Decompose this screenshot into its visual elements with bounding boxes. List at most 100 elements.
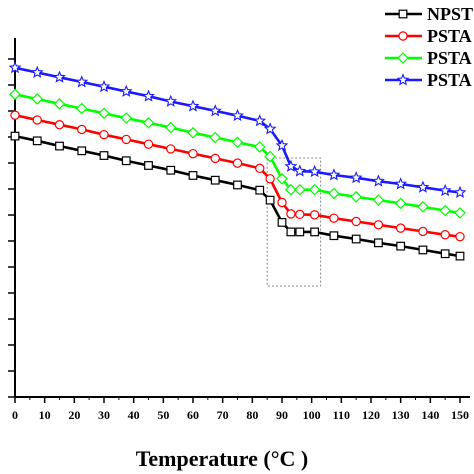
x-tick-label: 70 [217, 408, 229, 422]
data-point [309, 210, 320, 220]
data-point [328, 187, 340, 200]
data-point [396, 241, 406, 251]
x-tick-label: 80 [246, 408, 258, 422]
data-point [394, 177, 408, 190]
data-point [372, 194, 385, 206]
series-2 [9, 88, 466, 219]
data-point [351, 216, 361, 227]
data-point [293, 164, 307, 177]
x-tick-label: 110 [333, 408, 350, 422]
data-point [233, 180, 242, 190]
data-point [32, 136, 42, 146]
data-point [255, 185, 265, 195]
data-point [143, 139, 154, 149]
data-point [265, 174, 275, 184]
x-tick-labels: 0 10 20 30 40 50 60 70 80 90 100 110 120 130 140 150 [12, 408, 469, 422]
data-point [295, 209, 305, 220]
data-point [295, 227, 305, 237]
data-point [349, 171, 363, 184]
legend-entry: PSTA [385, 48, 472, 68]
data-point [10, 110, 20, 120]
data-point [277, 218, 287, 227]
legend-label: PSTA [427, 70, 472, 90]
data-point [209, 131, 222, 144]
data-point [418, 245, 428, 255]
x-tick-label: 40 [128, 408, 140, 422]
data-point [164, 94, 178, 107]
data-point [9, 88, 21, 101]
data-point [232, 158, 243, 168]
data-point [210, 153, 220, 164]
x-tick-label: 30 [98, 408, 110, 422]
data-point [142, 89, 155, 102]
x-tick-label: 0 [12, 408, 18, 422]
data-point [373, 220, 384, 230]
series-layer [8, 61, 467, 261]
x-tick-label: 140 [421, 408, 439, 422]
legend-label: PSTA [427, 26, 472, 46]
data-point [395, 223, 406, 233]
data-point [75, 102, 88, 115]
data-point [417, 200, 429, 213]
data-point [120, 112, 133, 124]
x-tick-label: 60 [187, 408, 199, 422]
data-point [55, 141, 64, 151]
data-point [188, 171, 198, 180]
data-point [30, 65, 44, 78]
data-point [454, 207, 466, 219]
data-point [99, 151, 109, 160]
data-point [455, 231, 465, 242]
data-point [142, 116, 155, 129]
data-point [53, 70, 66, 83]
series-0 [10, 131, 465, 261]
data-point [253, 114, 267, 127]
data-point [372, 174, 385, 187]
legend-entry: PSTA [385, 70, 472, 90]
legend-entry: PSTA [385, 26, 472, 46]
data-point [455, 251, 465, 261]
data-point [277, 197, 287, 208]
data-point [440, 249, 450, 259]
data-point [265, 195, 275, 205]
highlight-rect [266, 157, 322, 287]
data-point [97, 80, 111, 93]
data-point [210, 175, 220, 185]
data-point [284, 159, 298, 172]
data-point [253, 141, 266, 153]
data-point [31, 93, 44, 105]
data-point [351, 234, 361, 244]
legend-label: NPST [427, 4, 473, 24]
data-point [308, 183, 321, 196]
data-point [77, 146, 87, 156]
data-point [327, 168, 341, 181]
data-point [8, 61, 22, 74]
data-point [398, 9, 408, 19]
data-point [121, 134, 131, 145]
data-point [263, 122, 277, 135]
data-point [121, 156, 131, 166]
data-point [374, 238, 383, 248]
data-point [231, 108, 244, 122]
data-point [293, 183, 306, 196]
data-point [255, 163, 265, 174]
data-point [119, 84, 133, 97]
data-point [164, 121, 177, 134]
data-point [329, 231, 339, 241]
data-point [453, 185, 467, 198]
data-point [32, 115, 42, 125]
x-tick-label: 50 [157, 408, 169, 422]
data-point [285, 183, 297, 196]
data-point [98, 107, 110, 120]
data-point [396, 73, 410, 86]
data-point [398, 31, 408, 41]
data-point [53, 97, 66, 110]
data-point [350, 190, 363, 203]
legend-entry: NPST [385, 4, 473, 24]
x-axis-title: Temperature (°C ) [136, 446, 309, 471]
data-point [188, 148, 198, 159]
data-point [10, 131, 20, 141]
data-point [187, 126, 199, 139]
series-1 [10, 110, 465, 242]
